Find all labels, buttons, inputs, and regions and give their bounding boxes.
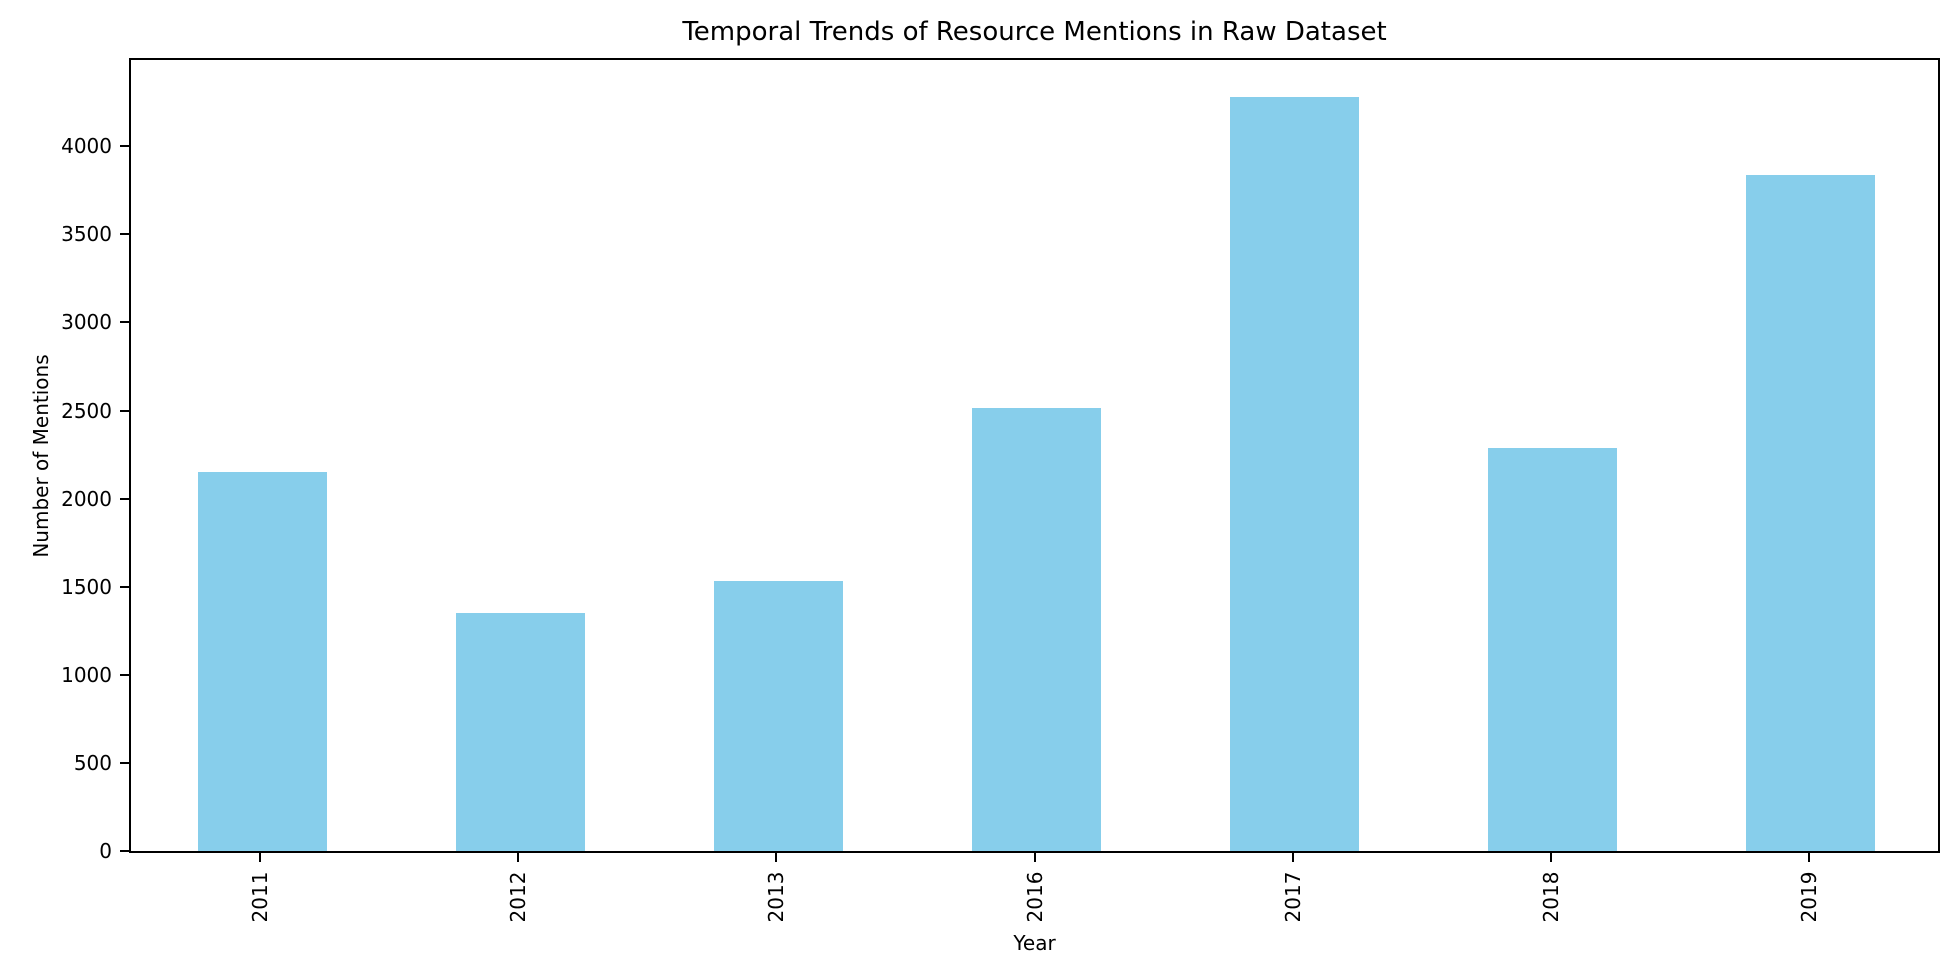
y-tick-mark: [120, 145, 129, 148]
x-tick-label-2019: 2019: [1796, 871, 1821, 923]
x-tick-mark: [1549, 853, 1552, 862]
x-tick-mark: [517, 853, 520, 862]
bar-2013: [713, 581, 843, 851]
y-tick-label: 2000: [61, 486, 112, 511]
y-tick-mark: [120, 233, 129, 236]
x-axis-label: Year: [1013, 931, 1056, 955]
plot-area: [129, 58, 1940, 853]
y-tick-mark: [120, 673, 129, 676]
x-tick-label-2012: 2012: [506, 871, 531, 923]
y-tick-label: 4000: [61, 134, 112, 159]
y-tick-label: 1000: [61, 662, 112, 687]
y-tick-mark: [120, 409, 129, 412]
y-tick-label: 3500: [61, 222, 112, 247]
bar-2012: [455, 613, 585, 851]
y-tick-label: 0: [99, 839, 112, 863]
x-tick-label-2016: 2016: [1022, 871, 1047, 923]
bar-2017: [1230, 97, 1360, 851]
y-tick-mark: [120, 761, 129, 764]
bar-2011: [197, 472, 327, 851]
x-tick-mark: [1291, 853, 1294, 862]
x-tick-mark: [1033, 853, 1036, 862]
bar-2019: [1746, 174, 1876, 851]
y-tick-mark: [120, 585, 129, 588]
chart-title: Temporal Trends of Resource Mentions in …: [682, 17, 1387, 47]
x-tick-label-2018: 2018: [1538, 871, 1563, 923]
x-tick-label-2013: 2013: [764, 871, 789, 923]
x-tick-label-2011: 2011: [248, 871, 273, 923]
y-tick-mark: [120, 321, 129, 324]
y-tick-label: 2500: [61, 398, 112, 423]
x-tick-label-2017: 2017: [1280, 871, 1305, 923]
y-tick-label: 3000: [61, 310, 112, 335]
bar-2016: [971, 407, 1102, 851]
x-tick-mark: [259, 853, 262, 862]
y-tick-label: 1500: [61, 574, 112, 599]
y-tick-mark: [120, 850, 129, 852]
y-tick-mark: [120, 497, 129, 500]
bar-2018: [1488, 447, 1618, 851]
x-tick-mark: [1807, 853, 1810, 862]
x-tick-mark: [775, 853, 778, 862]
y-tick-label: 500: [73, 750, 112, 775]
